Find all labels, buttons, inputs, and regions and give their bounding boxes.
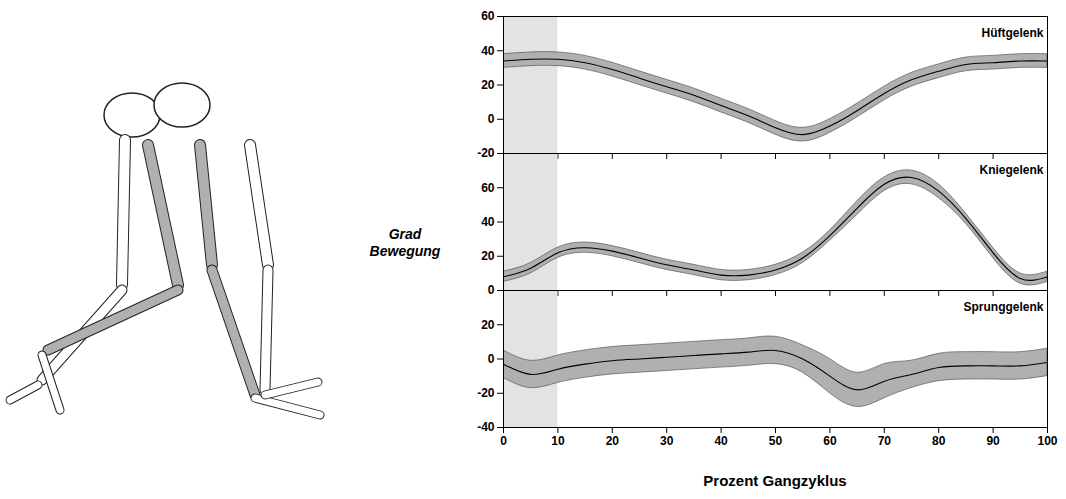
svg-text:10: 10 [551,434,565,448]
svg-text:0: 0 [500,434,507,448]
svg-text:80: 80 [932,434,946,448]
svg-text:50: 50 [769,434,783,448]
svg-text:40: 40 [481,44,495,58]
svg-text:30: 30 [660,434,674,448]
html-text:Prozent Gangzyklus: Prozent Gangzyklus [703,472,847,489]
svg-text:20: 20 [481,78,495,92]
svg-text:-20: -20 [477,386,495,400]
html-text:Grad: Grad [388,226,422,242]
svg-text:60: 60 [481,9,495,23]
svg-text:0: 0 [488,283,495,297]
svg-text:Kniegelenk: Kniegelenk [979,163,1043,177]
svg-text:20: 20 [481,249,495,263]
svg-text:40: 40 [714,434,728,448]
svg-text:90: 90 [986,434,1000,448]
svg-text:-20: -20 [477,146,495,160]
svg-text:Sprunggelenk: Sprunggelenk [963,300,1043,314]
svg-text:70: 70 [878,434,892,448]
svg-text:-40: -40 [477,420,495,434]
svg-text:0: 0 [488,112,495,126]
html-text:Bewegung: Bewegung [369,243,441,259]
svg-text:Hüftgelenk: Hüftgelenk [981,26,1043,40]
svg-text:60: 60 [823,434,837,448]
svg-text:40: 40 [481,215,495,229]
svg-text:100: 100 [1037,434,1057,448]
svg-text:20: 20 [481,318,495,332]
svg-text:0: 0 [488,352,495,366]
svg-text:20: 20 [606,434,620,448]
svg-text:60: 60 [481,181,495,195]
